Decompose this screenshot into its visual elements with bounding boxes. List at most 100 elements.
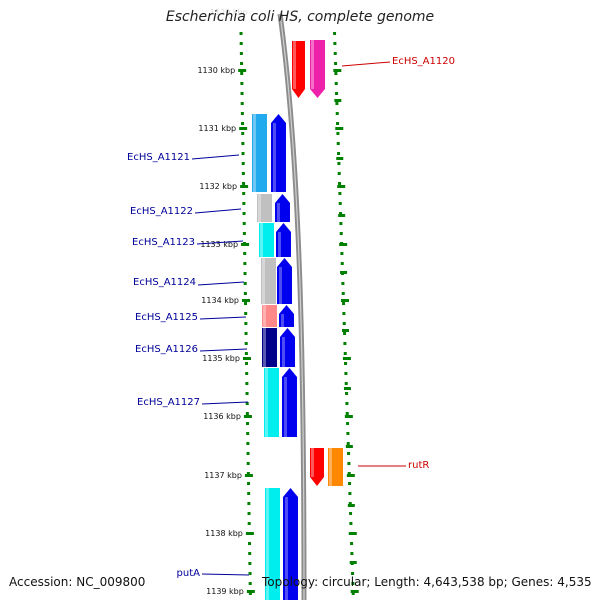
gene-arrow-forward: [283, 488, 298, 600]
ruler-kbp-tick-right: [344, 415, 353, 418]
ruler-dot-left: [240, 102, 244, 105]
ruler-dot-right: [345, 402, 349, 405]
ruler-dot-right: [337, 152, 341, 155]
ruler-dot-left: [242, 182, 246, 185]
genome-backbone-highlight: [279, 13, 305, 600]
ruler-dot-right: [340, 262, 344, 265]
gene-cog-block-shine: [265, 368, 268, 437]
ruler-dot-right: [349, 522, 353, 525]
gene-label-leader: [194, 208, 242, 214]
gene-label: EcHS_A1126: [135, 344, 198, 355]
ruler-dot-left: [239, 32, 243, 35]
gene-label: EcHS_A1127: [137, 397, 200, 408]
ruler-dot-left: [246, 432, 250, 435]
gene-cog-block: [262, 305, 277, 327]
ruler-dot-right: [346, 442, 350, 445]
ruler-dot-right: [339, 232, 343, 235]
ruler-kbp-label: 1139 kbp: [206, 587, 244, 596]
ruler-kbp-tick: [241, 243, 250, 246]
ruler-dot-right: [334, 62, 338, 65]
gene-cog-block-shine: [262, 258, 265, 304]
gene-cog-block: [252, 114, 267, 192]
ruler-dot-right: [351, 572, 355, 575]
ruler-dot-right: [337, 162, 341, 165]
ruler-dot-left: [248, 582, 252, 585]
ruler-dot-right: [350, 552, 354, 555]
ruler-dot-left: [247, 492, 251, 495]
ruler-kbp-label: 1134 kbp: [201, 296, 239, 305]
ruler-kbp-tick: [244, 474, 253, 477]
ruler-kbp-tick: [242, 299, 250, 302]
gene-arrow-forward: [282, 368, 297, 437]
ruler-dot-right: [342, 302, 346, 305]
gene-label-leader: [196, 240, 244, 245]
gene-arrow-ecHS-a1120-b: [310, 40, 325, 98]
gene-cog-block: [262, 328, 277, 367]
ruler-dot-left: [239, 52, 243, 55]
ruler-dot-left: [248, 542, 252, 545]
ruler-kbp-tick: [238, 69, 247, 72]
gene-cog-block-shine: [258, 194, 261, 222]
ruler-dot-right: [341, 282, 345, 285]
gene-label-leader: [201, 573, 250, 576]
ruler-dot-right: [351, 592, 355, 595]
ruler-kbp-tick: [246, 590, 255, 593]
ruler-kbp-tick-right: [348, 532, 357, 535]
gene-arrow-forward: [275, 194, 290, 222]
ruler-dot-left: [240, 72, 244, 75]
ruler-dot-left: [240, 62, 244, 65]
ruler-kbp-label: 1135 kbp: [202, 354, 240, 363]
ruler-kbp-label: 1132 kbp: [199, 182, 237, 191]
ruler-dot-left: [241, 132, 245, 135]
gene-label-leader: [199, 348, 248, 352]
gene-arrow-forward-shine: [285, 497, 288, 600]
ruler-dot-left: [242, 202, 246, 205]
ruler-dot-right: [338, 182, 342, 185]
gene-label: EcHS_A1122: [130, 206, 193, 217]
ruler-dot-left: [244, 322, 248, 325]
ruler-kbp-tick-right: [339, 243, 348, 246]
gene-cog-block-shine: [263, 328, 266, 367]
ruler-mid-tick: [336, 157, 344, 160]
ruler-dot-right: [348, 482, 352, 485]
gene-arrow-forward-shine: [277, 203, 280, 222]
gene-arrow-forward: [277, 258, 292, 304]
ruler-mid-tick: [343, 387, 351, 390]
ruler-dot-left: [246, 442, 250, 445]
ruler-kbp-tick-right: [337, 185, 346, 188]
gene-block-rutR: [328, 448, 343, 486]
ruler-dot-left: [248, 572, 252, 575]
gene-arrow-forward-shine: [284, 377, 287, 437]
ruler-dot-right: [343, 332, 347, 335]
ruler-dot-left: [246, 422, 250, 425]
top-tick-label: 1129 kbp: [210, 8, 248, 17]
ruler-dot-right: [340, 252, 344, 255]
gene-cog-block-shine: [263, 305, 266, 327]
gene-cog-block-shine: [260, 223, 263, 257]
ruler-dot-right: [342, 322, 346, 325]
ruler-dot-left: [243, 282, 247, 285]
ruler-dot-right: [335, 102, 339, 105]
gene-cog-block: [261, 258, 276, 304]
ruler-dot-left: [241, 142, 245, 145]
ruler-dot-right: [345, 392, 349, 395]
gene-cog-block-shine: [266, 488, 269, 600]
gene-cog-block: [257, 194, 272, 222]
ruler-kbp-tick: [239, 127, 248, 130]
ruler-dot-left: [248, 592, 252, 595]
ruler-mid-tick: [338, 214, 346, 217]
gene-label: putA: [177, 568, 201, 579]
gene-label: EcHS_A1125: [135, 312, 198, 323]
ruler-dot-right: [348, 502, 352, 505]
ruler-dot-left: [247, 482, 251, 485]
ruler-dot-right: [338, 192, 342, 195]
ruler-dot-left: [240, 112, 244, 115]
ruler-dot-left: [242, 212, 246, 215]
ruler-dot-right: [351, 582, 355, 585]
ruler-dot-right: [344, 362, 348, 365]
ruler-dot-left: [248, 552, 252, 555]
gene-label-leader: [197, 281, 245, 286]
gene-cog-block: [265, 488, 280, 600]
gene-arrow-forward: [280, 328, 295, 367]
ruler-dot-left: [239, 42, 243, 45]
